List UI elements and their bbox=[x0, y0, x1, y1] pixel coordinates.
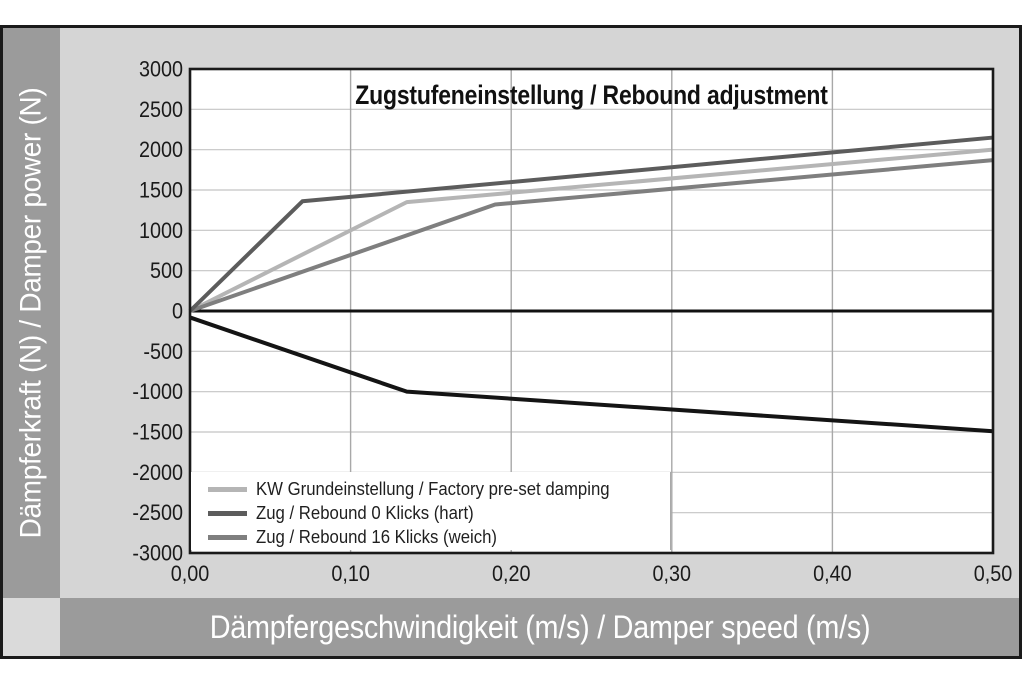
x-axis-title: Dämpfergeschwindigkeit (m/s) / Damper sp… bbox=[209, 608, 870, 645]
legend: KW Grundeinstellung / Factory pre-set da… bbox=[191, 472, 671, 550]
y-axis-band: Dämpferkraft (N) / Damper power (N) bbox=[3, 28, 60, 598]
legend-label-rebound-16-clicks: Zug / Rebound 16 Klicks (weich) bbox=[256, 526, 497, 547]
x-axis-band: Dämpfergeschwindigkeit (m/s) / Damper sp… bbox=[60, 598, 1019, 656]
y-axis-title: Dämpferkraft (N) / Damper power (N) bbox=[14, 87, 48, 539]
chart-frame: Dämpferkraft (N) / Damper power (N) Dämp… bbox=[0, 25, 1022, 659]
corner-spacer bbox=[3, 598, 60, 656]
legend-item-rebound-16-clicks: Zug / Rebound 16 Klicks (weich) bbox=[208, 525, 670, 549]
legend-label-factory-preset: KW Grundeinstellung / Factory pre-set da… bbox=[256, 478, 610, 499]
chart-title: Zugstufeneinstellung / Rebound adjustmen… bbox=[355, 80, 828, 110]
legend-label-rebound-0-clicks: Zug / Rebound 0 Klicks (hart) bbox=[256, 502, 474, 523]
legend-item-rebound-0-clicks: Zug / Rebound 0 Klicks (hart) bbox=[208, 501, 670, 525]
legend-swatch-rebound-0-clicks bbox=[208, 510, 247, 516]
legend-swatch-rebound-16-clicks bbox=[208, 534, 247, 540]
legend-item-factory-preset: KW Grundeinstellung / Factory pre-set da… bbox=[208, 477, 670, 501]
legend-swatch-factory-preset bbox=[208, 486, 247, 492]
